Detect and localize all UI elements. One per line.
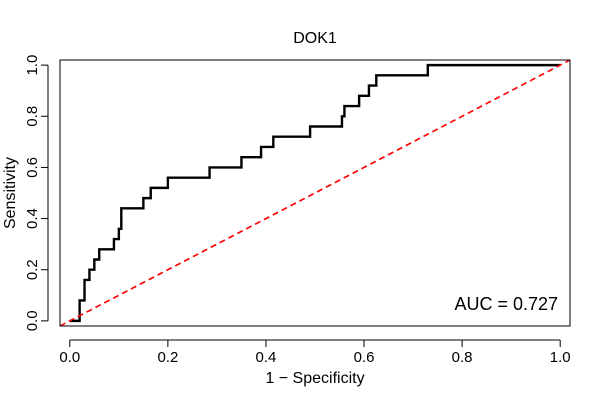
x-tick-label: 0.2 bbox=[157, 349, 178, 366]
x-axis-label: 1 − Specificity bbox=[265, 370, 364, 387]
y-tick-label: 0.2 bbox=[24, 259, 41, 280]
reference-diagonal-line bbox=[60, 60, 570, 326]
y-tick-label: 1.0 bbox=[24, 55, 41, 76]
x-tick-label: 0.6 bbox=[354, 349, 375, 366]
x-tick-label: 1.0 bbox=[550, 349, 571, 366]
chart-title: DOK1 bbox=[293, 30, 337, 47]
y-tick-label: 0.8 bbox=[24, 106, 41, 127]
roc-curve bbox=[69, 63, 561, 323]
y-tick-label: 0.4 bbox=[24, 208, 41, 229]
plot-frame bbox=[59, 59, 571, 327]
x-tick-label: 0.8 bbox=[452, 349, 473, 366]
y-tick-label: 0.6 bbox=[24, 157, 41, 178]
x-axis: 0.0 0.2 0.4 0.6 0.8 1.0 bbox=[59, 339, 571, 366]
y-tick-label: 0.0 bbox=[24, 310, 41, 331]
auc-annotation: AUC = 0.727 bbox=[454, 294, 558, 314]
x-tick-label: 0.0 bbox=[59, 349, 80, 366]
x-tick-label: 0.4 bbox=[256, 349, 277, 366]
y-axis-label: Sensitivity bbox=[2, 157, 19, 229]
y-axis: 0.0 0.2 0.4 0.6 0.8 1.0 bbox=[24, 55, 49, 331]
plot-area bbox=[60, 60, 570, 326]
